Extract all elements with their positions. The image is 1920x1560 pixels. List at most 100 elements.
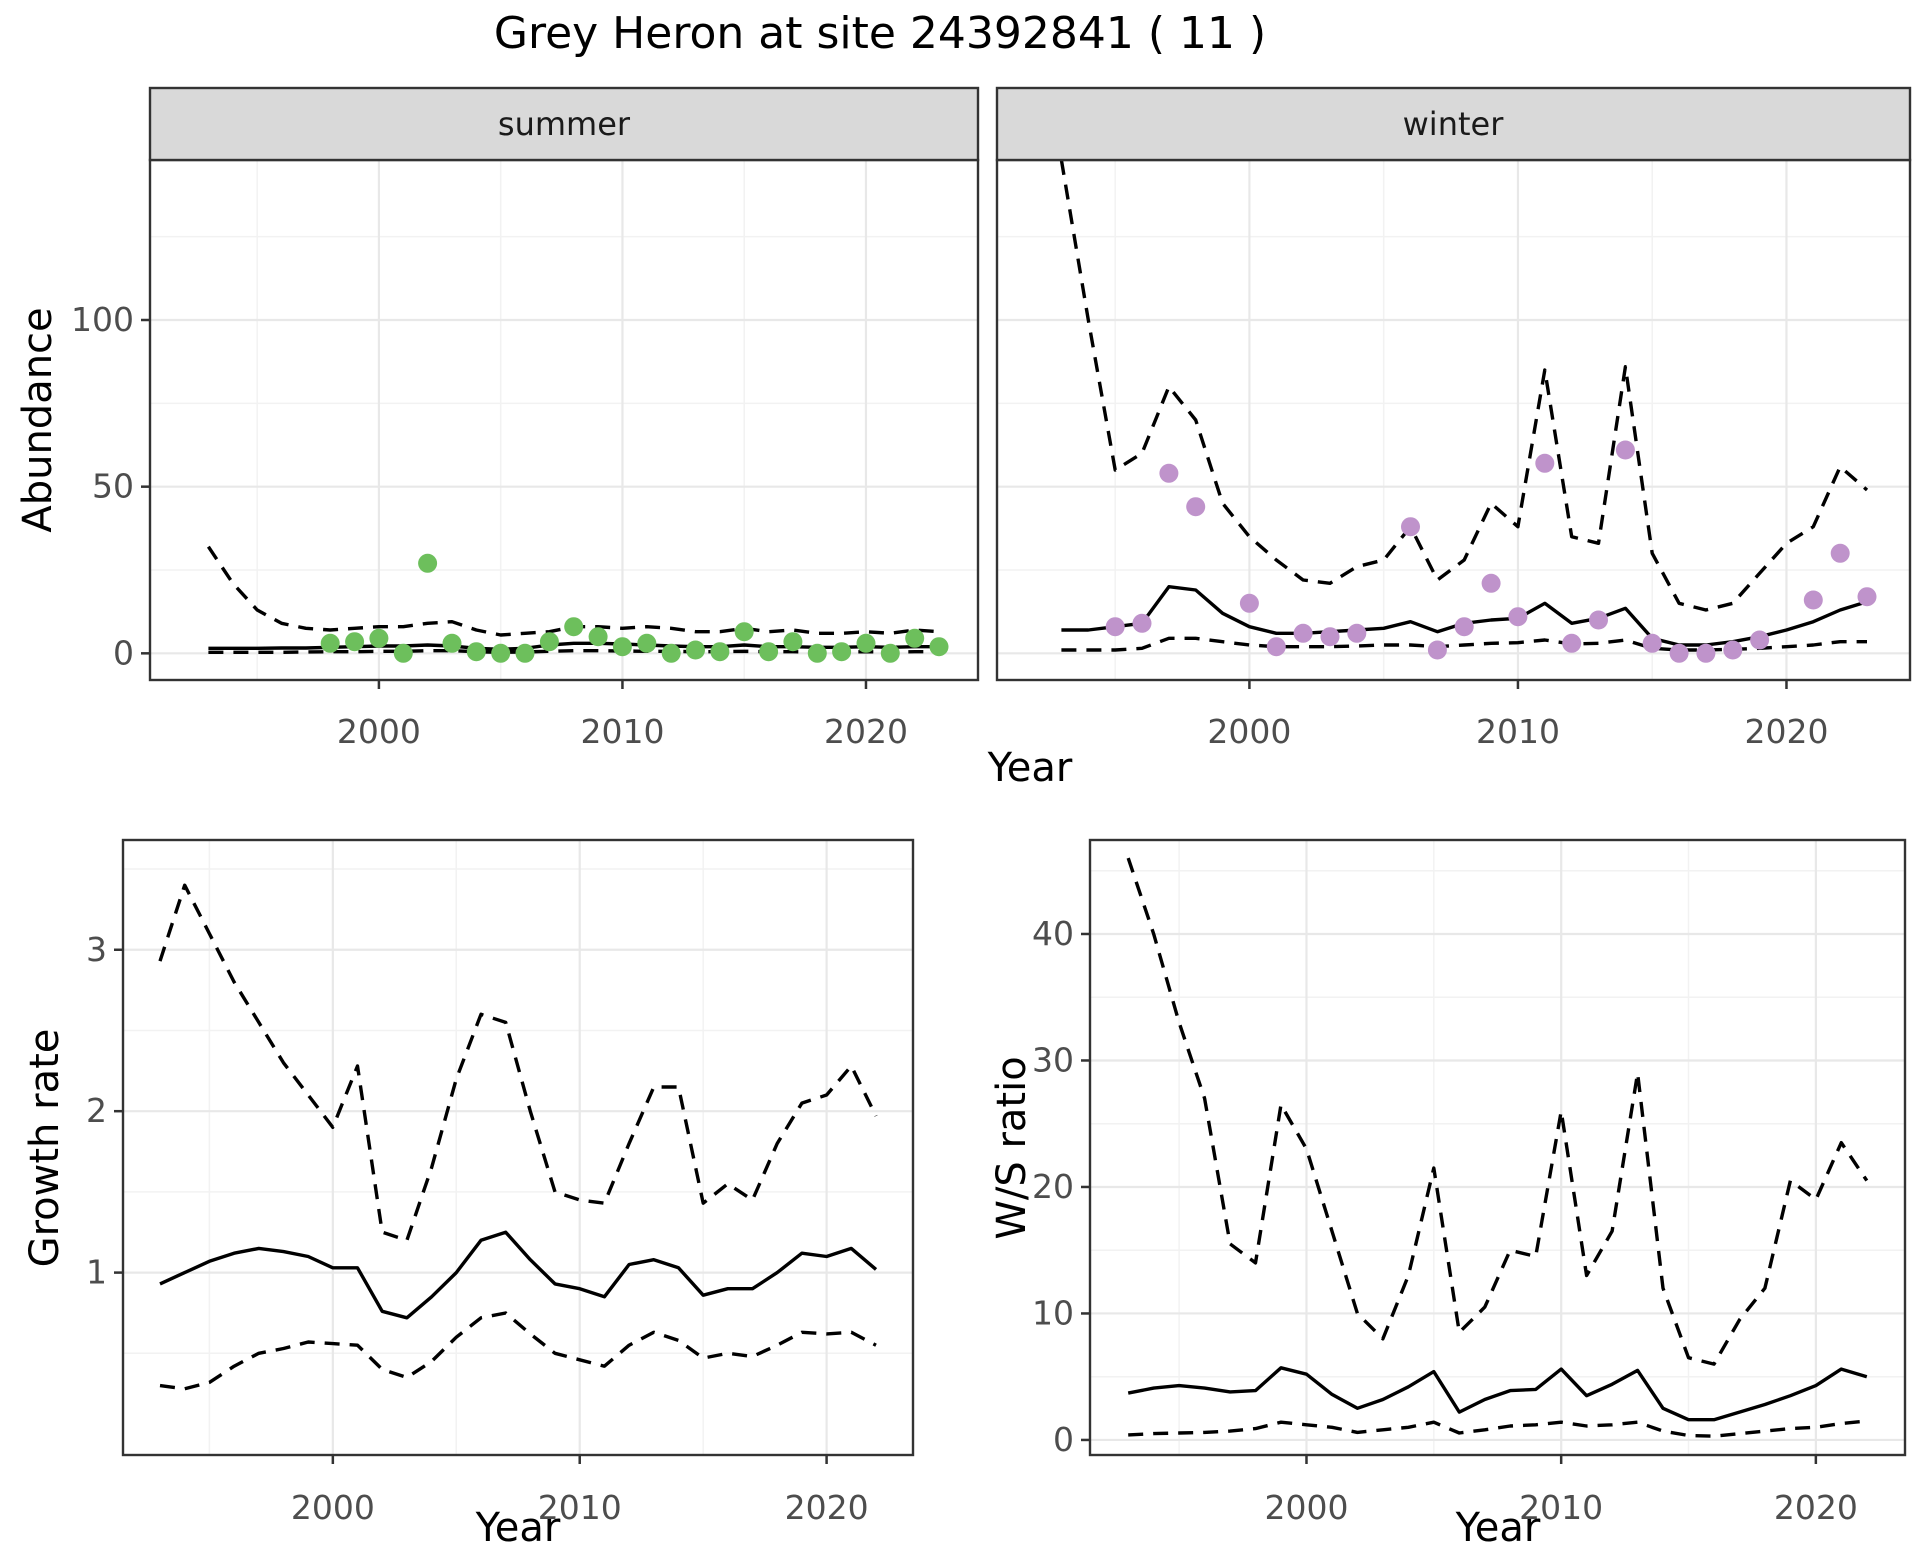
observed-point [1830,543,1850,563]
observed-point [905,628,925,648]
observed-point [1427,640,1447,660]
observed-point [1293,623,1313,643]
observed-point [710,642,730,662]
observed-point [393,643,413,663]
observed-point [1105,617,1125,637]
observed-point [1401,517,1420,537]
observed-point [1186,497,1206,517]
observed-point [612,637,632,657]
series-lower_ci [159,1311,877,1391]
observed-point [1696,643,1716,663]
y-tick-label: 30 [1032,1040,1074,1079]
observed-point [1803,590,1823,610]
y-tick-label: 1 [86,1253,107,1292]
observed-point [661,643,681,663]
observed-point [929,637,949,657]
x-tick-label: 2000 [1207,712,1291,751]
y-tick-label: 2 [86,1091,107,1130]
observed-point [783,632,803,652]
x-tick-label: 2010 [580,712,664,751]
observed-point [588,627,608,647]
facet-strip [148,86,980,162]
panel-border [1088,838,1907,1457]
x-tick-label: 2010 [1476,712,1560,751]
facet-strip-label-winter: winter [1402,105,1504,143]
x-axis-title-year-bottom-right: Year [1455,1505,1541,1551]
observed-point [880,643,900,663]
y-tick-label: 0 [113,633,134,672]
observed-point [418,553,438,573]
facet-strip-label-summer: summer [497,105,631,143]
observed-point [1347,623,1367,643]
x-tick-label: 2000 [1264,1488,1348,1527]
observed-point [442,633,462,653]
observed-point [807,643,827,663]
observed-point [1454,617,1474,637]
observed-point [1615,440,1635,460]
observed-point [734,622,754,642]
x-tick-label: 2000 [291,1488,375,1527]
series-upper_ci [1126,857,1869,1366]
x-tick-label: 2020 [824,712,908,751]
y-tick-label: 50 [92,467,134,506]
observed-point [1589,610,1608,630]
x-axis-title-year-bottom-left: Year [475,1505,561,1551]
x-tick-label: 2010 [1519,1488,1603,1527]
y-tick-label: 40 [1032,914,1074,953]
y-axis-title-abundance: Abundance [15,307,61,533]
observed-point [759,642,779,662]
observed-point [1857,587,1877,607]
observed-point [1239,593,1259,613]
y-tick-label: 10 [1032,1293,1074,1332]
y-tick-label: 0 [1053,1420,1074,1459]
series-upper_ci [1059,160,1869,612]
observed-point [1750,630,1770,650]
x-axis-title-year-top: Year [987,745,1073,791]
observed-point [832,642,852,662]
observed-point [1535,453,1555,473]
observed-point [1481,573,1501,593]
observed-point [686,640,705,660]
x-tick-label: 2000 [337,712,421,751]
x-tick-label: 2020 [1744,712,1828,751]
panel-background [1090,840,1905,1455]
observed-point [637,633,657,653]
observed-point [491,643,511,663]
observed-point [1159,463,1179,483]
observed-point [856,633,876,653]
y-tick-label: 20 [1032,1167,1074,1206]
observed-point [320,633,340,653]
observed-point [345,632,365,652]
series-upper_ci [158,883,878,1243]
x-tick-label: 2020 [1774,1488,1858,1527]
x-tick-label: 2010 [538,1488,622,1527]
observed-point [1642,633,1662,653]
y-tick-label: 3 [86,930,107,969]
observed-point [1669,643,1689,663]
observed-point [539,632,559,652]
observed-point [369,628,389,648]
observed-point [564,617,584,637]
panel-background [150,160,978,680]
observed-point [1266,637,1286,657]
x-tick-label: 2020 [785,1488,869,1527]
observed-point [1132,613,1152,633]
panel-border [121,838,915,1457]
facet-strip [995,86,1912,162]
chart-title: Grey Heron at site 24392841 ( 11 ) [493,8,1267,59]
y-axis-title-ws-ratio: W/S ratio [989,1056,1035,1240]
observed-point [1723,640,1743,660]
observed-point [1508,607,1528,627]
observed-point [466,642,486,662]
panel-background [123,840,913,1455]
y-tick-label: 100 [71,300,134,339]
series-median [159,1230,878,1320]
y-axis-title-growth-rate: Growth rate [22,1028,68,1268]
panel-background [997,160,1910,680]
observed-point [1562,633,1582,653]
observed-point [1320,627,1340,647]
series-median [1127,1366,1868,1422]
observed-point [515,643,535,663]
